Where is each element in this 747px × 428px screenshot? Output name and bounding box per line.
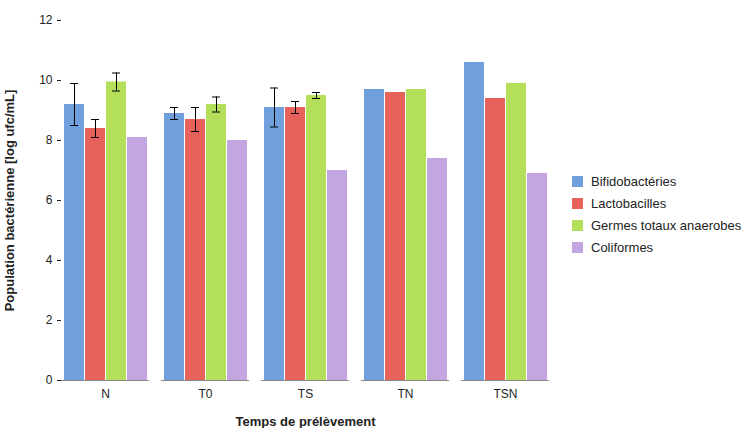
svg-text:10: 10 [39, 73, 53, 87]
html-text:Lactobacilles: Lactobacilles [591, 195, 667, 211]
svg-text:N: N [101, 387, 110, 401]
html-text:Germes totaux anaerobes: Germes totaux anaerobes [591, 217, 742, 233]
svg-text:TN: TN [398, 387, 414, 401]
svg-text:12: 12 [39, 13, 53, 27]
html-text:Bifidobactéries: Bifidobactéries [591, 173, 677, 189]
svg-text:TSN: TSN [494, 387, 518, 401]
svg-text:0: 0 [46, 373, 53, 387]
svg-text:2: 2 [46, 313, 53, 327]
html-text:Coliformes: Coliformes [591, 239, 654, 255]
svg-text:8: 8 [46, 133, 53, 147]
svg-text:4: 4 [46, 253, 53, 267]
svg-text:Population bactérienne [log uf: Population bactérienne [log ufc/mL] [2, 90, 17, 312]
svg-text:T0: T0 [198, 387, 212, 401]
svg-text:Temps de prélèvement: Temps de prélèvement [236, 414, 377, 428]
svg-text:6: 6 [46, 193, 53, 207]
svg-text:TS: TS [298, 387, 313, 401]
